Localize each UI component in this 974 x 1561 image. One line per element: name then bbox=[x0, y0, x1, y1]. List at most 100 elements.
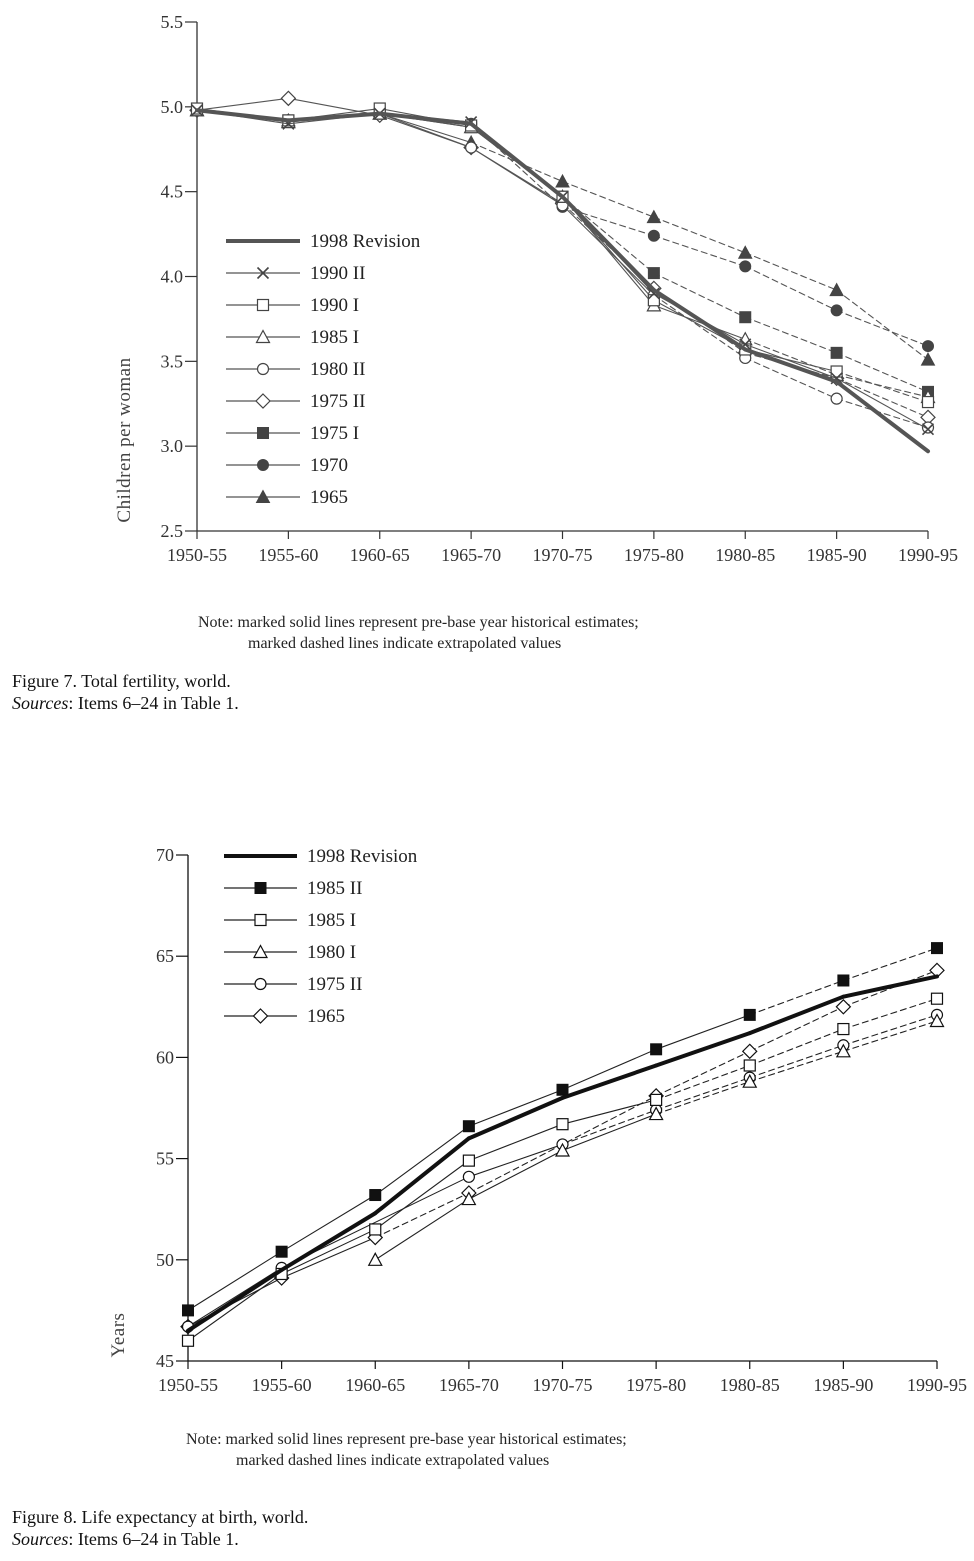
fertility-line-1998-revision bbox=[651, 288, 748, 352]
life-series bbox=[180, 942, 945, 1347]
fertility-line-1980-ii bbox=[836, 398, 929, 429]
life-line-1985-i bbox=[468, 1123, 564, 1162]
fertility-x-tick-label: 1975-80 bbox=[624, 545, 684, 565]
fertility-line-1985-i bbox=[836, 374, 929, 398]
fertility-series-1975-i bbox=[191, 104, 934, 398]
life-line-1985-ii bbox=[374, 1125, 470, 1196]
life-point-1985-i bbox=[556, 1118, 569, 1131]
fertility-line-1985-i bbox=[653, 304, 746, 340]
life-series-1975-ii bbox=[181, 1008, 944, 1333]
life-y-tick-label: 65 bbox=[156, 946, 174, 966]
life-line-1998-revision bbox=[747, 994, 846, 1036]
fertility-line-1970 bbox=[744, 265, 838, 311]
life-y-axis-title: Years bbox=[108, 1313, 129, 1358]
fertility-legend-label-1985-i: 1985 I bbox=[310, 327, 359, 348]
life-point-1985-ii bbox=[462, 1120, 475, 1133]
fertility-y-tick-label: 2.5 bbox=[161, 521, 184, 541]
fertility-line-1990-ii bbox=[836, 377, 929, 430]
fertility-legend-marker-1975-ii bbox=[255, 393, 271, 409]
fertility-y-tick-label: 4.5 bbox=[161, 182, 184, 202]
fertility-line-1975-i bbox=[744, 316, 838, 354]
fertility-legend-label-1990-i: 1990 I bbox=[310, 295, 359, 316]
life-legend-label-1985-i: 1985 I bbox=[307, 910, 356, 931]
fertility-x-tick-label: 1980-85 bbox=[715, 545, 775, 565]
fertility-line-1980-ii bbox=[744, 357, 838, 400]
life-point-1980-i bbox=[929, 1013, 945, 1028]
fertility-line-1975-ii bbox=[744, 352, 838, 379]
fertility-y-tick-label: 3.5 bbox=[161, 351, 184, 371]
fertility-point-1990-i bbox=[647, 294, 660, 307]
life-legend-marker-1980-i bbox=[252, 944, 269, 959]
fertility-y-tick-label: 5.5 bbox=[161, 12, 184, 32]
life-line-1985-ii bbox=[749, 979, 844, 1016]
fertility-point-1975-i bbox=[830, 346, 843, 359]
fertility-line-1998-revision bbox=[286, 111, 382, 123]
life-line-1985-ii bbox=[187, 1251, 283, 1311]
life-point-1965 bbox=[741, 1043, 758, 1060]
life-x-tick-label: 1985-90 bbox=[813, 1375, 873, 1395]
fertility-point-1965 bbox=[829, 282, 844, 297]
fertility-point-1970 bbox=[647, 229, 660, 242]
life-line-1998-revision bbox=[654, 1031, 752, 1068]
life-line-1965 bbox=[655, 1050, 751, 1097]
fertility-series-1980-ii bbox=[190, 104, 935, 434]
life-legend: 1998 Revision 1985 II 1985 I 1980 I 1975 II 1… bbox=[224, 846, 418, 1027]
life-line-1965 bbox=[749, 1006, 844, 1052]
life-point-1975-ii bbox=[462, 1170, 475, 1183]
fertility-line-1965 bbox=[836, 289, 929, 361]
life-point-1985-i bbox=[650, 1093, 663, 1107]
fertility-line-1975-ii bbox=[196, 97, 289, 111]
fertility-legend-label-1998-revision: 1998 Revision bbox=[310, 231, 421, 252]
fertility-legend-label-1975-i: 1975 I bbox=[310, 423, 359, 444]
fertility-series-1990-i bbox=[190, 102, 935, 409]
fertility-legend-label-1970: 1970 bbox=[310, 455, 348, 476]
fertility-legend-label-1980-ii: 1980 II bbox=[310, 359, 365, 380]
fertility-line-1975-ii bbox=[836, 377, 929, 418]
life-legend-marker-1985-i bbox=[254, 913, 267, 927]
fertility-legend-marker-1965 bbox=[255, 489, 271, 503]
fertility-axes: 2.5 3.0 3.5 4.0 4.5 5.0 5.5 1950-55 1955-60 1960-… bbox=[114, 12, 958, 565]
life-point-1985-ii bbox=[369, 1189, 382, 1202]
life-line-1980-i bbox=[374, 1198, 470, 1261]
life-point-1985-i bbox=[181, 1334, 195, 1347]
fertility-point-1965 bbox=[920, 352, 936, 366]
figure8-caption: Figure 8. Life expectancy at birth, worl… bbox=[12, 1506, 308, 1550]
life-y-tick-label: 55 bbox=[156, 1149, 174, 1169]
life-line-1998-revision bbox=[560, 1063, 659, 1100]
life-expectancy-note: Note: marked solid lines represent pre-b… bbox=[186, 1429, 627, 1471]
fertility-y-tick-label: 3.0 bbox=[161, 436, 184, 456]
life-x-tick-label: 1955-60 bbox=[252, 1375, 312, 1395]
life-line-1985-i bbox=[374, 1160, 470, 1230]
life-line-1985-i bbox=[749, 1028, 844, 1067]
life-line-1975-ii bbox=[561, 1109, 657, 1145]
life-line-1985-ii bbox=[281, 1194, 376, 1253]
figure8-sources: Sources: Items 6–24 in Table 1. bbox=[12, 1528, 308, 1550]
life-point-1980-i bbox=[367, 1252, 383, 1266]
fertility-series-1990-ii bbox=[190, 104, 935, 436]
fertility-note-line2: marked dashed lines indicate extrapolate… bbox=[248, 635, 562, 652]
life-line-1998-revision bbox=[373, 1136, 471, 1216]
fertility-line-1990-ii bbox=[744, 343, 838, 379]
fertility-line-1990-i bbox=[836, 370, 929, 403]
life-point-1980-i bbox=[648, 1106, 664, 1121]
fertility-note: Note: marked solid lines represent pre-b… bbox=[198, 612, 639, 654]
life-line-1985-i bbox=[842, 998, 938, 1030]
life-legend-label-1975-ii: 1975 II bbox=[307, 974, 362, 995]
life-series-1998-revision bbox=[186, 974, 939, 1333]
life-line-1980-i bbox=[655, 1081, 751, 1115]
fertility-legend-label-1965: 1965 bbox=[310, 487, 348, 508]
fertility-point-1990-i bbox=[830, 365, 843, 378]
figure8-title: Figure 8. Life expectancy at birth, worl… bbox=[12, 1507, 309, 1527]
fertility-point-1970 bbox=[830, 304, 843, 317]
life-x-tick-label: 1990-95 bbox=[907, 1375, 967, 1395]
life-line-1965 bbox=[374, 1192, 470, 1239]
life-y-tick-label: 45 bbox=[156, 1351, 174, 1371]
fertility-point-1990-ii bbox=[647, 287, 660, 300]
fertility-point-1980-ii bbox=[830, 392, 843, 405]
fertility-point-1980-ii bbox=[465, 141, 478, 154]
fertility-point-1980-ii bbox=[921, 421, 935, 434]
life-line-1980-i bbox=[468, 1149, 564, 1200]
life-line-1980-i bbox=[749, 1050, 844, 1083]
fertility-line-1965 bbox=[561, 180, 655, 218]
fertility-line-1980-ii bbox=[653, 294, 746, 359]
